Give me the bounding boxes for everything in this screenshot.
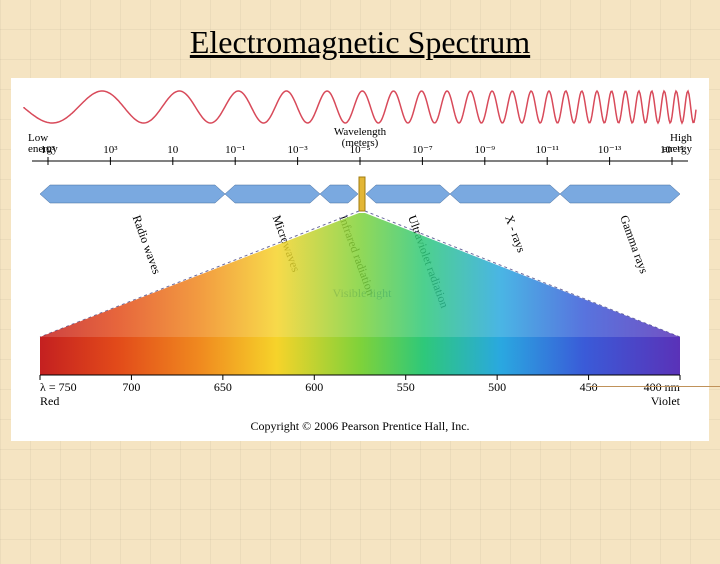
visible-tick: 500 <box>488 380 506 394</box>
band-segment <box>225 185 320 203</box>
visible-spectrum-bar <box>40 337 680 375</box>
band-label: Radio waves <box>130 213 164 276</box>
band-segment <box>450 185 560 203</box>
wavelength-tick: 10⁻³ <box>288 144 309 156</box>
band-segment <box>560 185 680 203</box>
wavelength-tick: 10⁻¹ <box>225 144 245 156</box>
visible-end-right: Violet <box>651 394 681 408</box>
visible-tick <box>359 177 365 211</box>
band-segment <box>320 185 358 203</box>
band-label: X - rays <box>502 213 528 254</box>
visible-tick: 550 <box>397 380 415 394</box>
visible-tick: 600 <box>305 380 323 394</box>
page-title: Electromagnetic Spectrum <box>0 24 720 61</box>
visible-tick: λ = 750 <box>40 380 77 394</box>
wave-path <box>24 91 696 123</box>
visible-tick: 450 <box>580 380 598 394</box>
visible-tick: 650 <box>214 380 232 394</box>
visible-tick: 400 nm <box>644 380 681 394</box>
wavelength-tick: 10⁻⁷ <box>412 144 433 156</box>
wavelength-tick: 10⁻¹¹ <box>535 144 558 156</box>
band-segment <box>366 185 450 203</box>
wavelength-tick: 10⁻¹⁵ <box>660 144 684 156</box>
wavelength-tick: 10 <box>167 144 179 156</box>
copyright-text: Copyright © 2006 Pearson Prentice Hall, … <box>20 419 700 434</box>
band-label: Gamma rays <box>617 213 651 275</box>
wavelength-tick: 10⁻⁵ <box>350 144 371 156</box>
visible-axis: λ = 750 700 650 600 550 500 450 400 nm Red Violet <box>40 375 681 408</box>
wavelength-tick: 10⁵ <box>41 144 56 156</box>
visible-end-left: Red <box>40 394 59 408</box>
wavelength-axis: 10⁵ 10³ 10 10⁻¹ 10⁻³ 10⁻⁵ 10⁻⁷ 10⁻⁹ 10⁻¹¹ 10⁻¹³ 10… <box>32 144 688 165</box>
visible-tick: 700 <box>122 380 140 394</box>
spectrum-svg: Lowenergy Wavelength(meters) Highenergy … <box>20 85 700 415</box>
wavelength-tick: 10⁻¹³ <box>598 144 622 156</box>
slide-accent-line <box>590 386 720 387</box>
wavelength-tick: 10³ <box>103 144 118 156</box>
band-segment <box>40 185 225 203</box>
wavelength-tick: 10⁻⁹ <box>474 144 495 156</box>
